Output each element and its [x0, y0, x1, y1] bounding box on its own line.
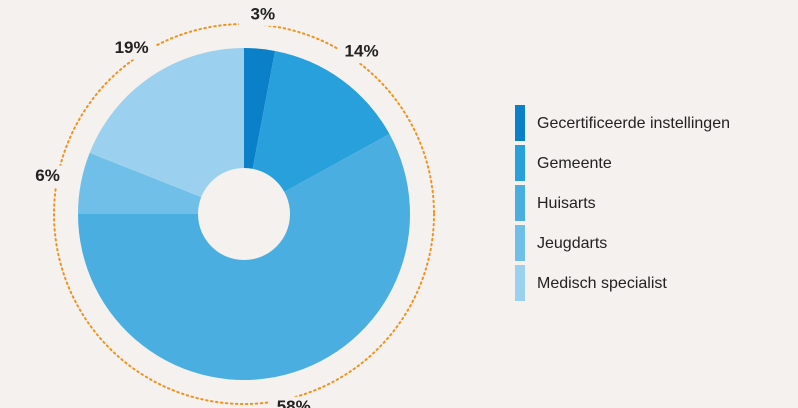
legend-label: Gemeente: [537, 155, 612, 172]
labels: 3% Gecertificeerde instellingen 14% Gemeent…: [23, 3, 730, 408]
legend-swatch: [515, 225, 525, 261]
value-label: 19%: [115, 38, 149, 57]
slice: [89, 48, 244, 214]
label-halo: [238, 3, 287, 26]
legend-swatch: [515, 185, 525, 221]
label-halo: [337, 41, 386, 64]
legend-swatch: [515, 105, 525, 141]
legend-label: Gecertificeerde instellingen: [537, 115, 730, 132]
legend-swatch: [515, 265, 525, 301]
legend-label: Huisarts: [537, 195, 596, 212]
value-label: 58%: [277, 397, 311, 408]
value-label: 3%: [251, 4, 276, 23]
label-halo: [107, 37, 156, 60]
legend-label: Jeugdarts: [537, 235, 607, 252]
legend-swatch: [515, 145, 525, 181]
legend-label: Medisch specialist: [537, 275, 667, 292]
value-label: 14%: [345, 42, 379, 61]
label-halo: [269, 396, 318, 408]
slice: [244, 50, 390, 215]
value-label: 6%: [35, 166, 60, 185]
donut-hole: [198, 168, 290, 260]
label-halo: [23, 165, 72, 188]
